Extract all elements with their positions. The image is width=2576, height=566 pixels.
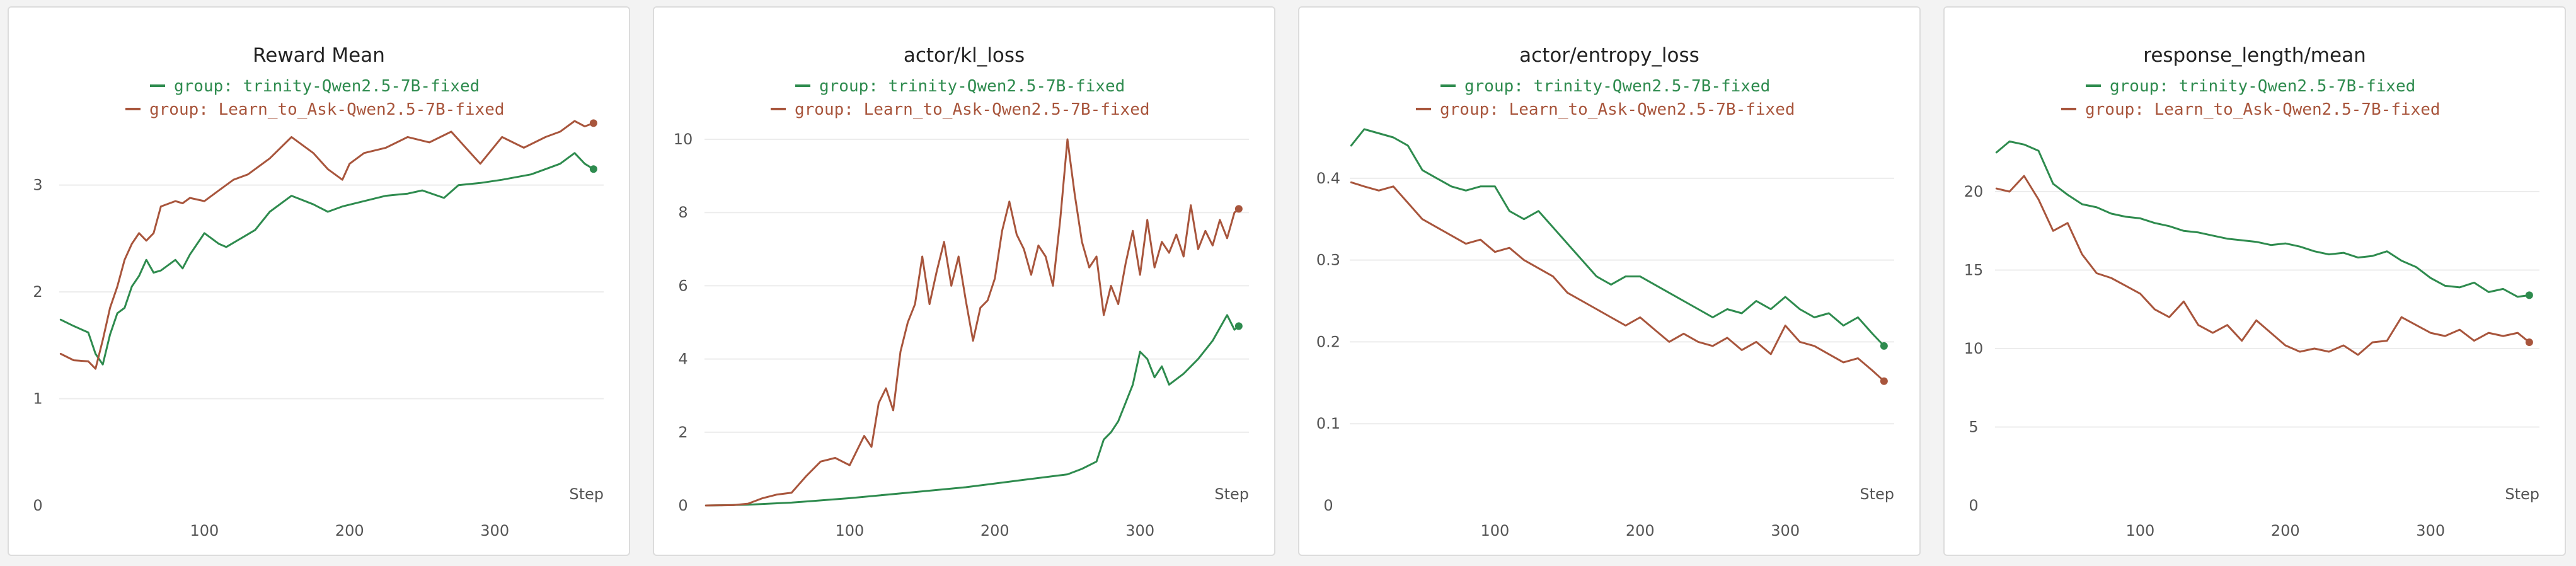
chart-title: Reward Mean xyxy=(253,44,385,67)
x-axis-label: Step xyxy=(1214,485,1249,503)
x-tick-label: 100 xyxy=(1480,522,1509,540)
series-line xyxy=(1350,128,1885,347)
y-tick-label: 0 xyxy=(1323,497,1333,514)
chart-title: response_length/mean xyxy=(2143,44,2366,67)
series-line xyxy=(59,152,595,366)
legend-label: group: Learn_to_Ask-Qwen2.5-7B-fixed xyxy=(2085,100,2441,119)
series-line xyxy=(1995,140,2531,298)
x-tick-label: 300 xyxy=(1771,522,1800,540)
legend-label: group: trinity-Qwen2.5-7B-fixed xyxy=(819,77,1125,96)
series-line xyxy=(59,120,595,370)
x-tick-label: 200 xyxy=(1626,522,1655,540)
y-tick-label: 10 xyxy=(1964,340,1984,357)
series-end-point xyxy=(589,165,597,173)
series-end-point xyxy=(589,119,597,127)
series-line xyxy=(1995,175,2531,356)
series-line xyxy=(704,138,1240,507)
legend-label: group: Learn_to_Ask-Qwen2.5-7B-fixed xyxy=(1440,100,1795,119)
x-tick-label: 200 xyxy=(335,522,364,540)
legend-label: group: Learn_to_Ask-Qwen2.5-7B-fixed xyxy=(795,100,1150,119)
legend-label: group: trinity-Qwen2.5-7B-fixed xyxy=(2110,77,2415,96)
chart-panel-entropy-loss[interactable]: actor/entropy_loss group: trinity-Qwen2.5… xyxy=(1298,6,1921,556)
chart-panel-response-length[interactable]: response_length/mean group: trinity-Qwen2… xyxy=(1943,6,2566,556)
x-tick-label: 100 xyxy=(2125,522,2154,540)
y-tick-label: 8 xyxy=(678,204,687,221)
y-tick-label: 2 xyxy=(678,424,687,441)
chart-title: actor/kl_loss xyxy=(904,44,1025,67)
series-line xyxy=(704,314,1240,507)
y-tick-label: 2 xyxy=(33,283,42,301)
x-axis-label: Step xyxy=(569,485,604,503)
x-tick-label: 100 xyxy=(190,522,219,540)
x-axis-label: Step xyxy=(2505,485,2539,503)
chart-panel-reward-mean[interactable]: Reward Mean group: trinity-Qwen2.5-7B-fix… xyxy=(8,6,630,556)
y-tick-label: 20 xyxy=(1964,183,1984,200)
y-tick-label: 4 xyxy=(678,350,687,368)
y-tick-label: 0.3 xyxy=(1316,251,1340,269)
series-end-point xyxy=(1880,377,1888,385)
chart-kl-loss: actor/kl_loss group: trinity-Qwen2.5-7B-f… xyxy=(674,44,1249,540)
y-tick-label: 0 xyxy=(1969,497,1978,514)
y-tick-label: 6 xyxy=(678,277,687,294)
x-tick-label: 200 xyxy=(2271,522,2300,540)
chart-reward-mean: Reward Mean group: trinity-Qwen2.5-7B-fix… xyxy=(33,44,604,540)
x-tick-label: 300 xyxy=(480,522,509,540)
chart-response-length: response_length/mean group: trinity-Qwen2… xyxy=(1964,44,2539,540)
legend-label: group: trinity-Qwen2.5-7B-fixed xyxy=(1464,77,1770,96)
series-end-point xyxy=(1880,342,1888,350)
x-tick-label: 200 xyxy=(980,522,1009,540)
y-tick-label: 5 xyxy=(1969,419,1978,436)
legend-label: group: trinity-Qwen2.5-7B-fixed xyxy=(174,77,480,96)
chart-entropy-loss: actor/entropy_loss group: trinity-Qwen2.5… xyxy=(1316,44,1894,540)
x-tick-label: 300 xyxy=(1125,522,1154,540)
y-tick-label: 0.4 xyxy=(1316,170,1340,187)
legend-label: group: Learn_to_Ask-Qwen2.5-7B-fixed xyxy=(149,100,505,119)
x-tick-label: 300 xyxy=(2416,522,2445,540)
y-tick-label: 3 xyxy=(33,176,42,194)
series-end-point xyxy=(2525,338,2533,347)
y-tick-label: 1 xyxy=(33,390,42,408)
series-line xyxy=(1350,181,1885,383)
chart-title: actor/entropy_loss xyxy=(1519,44,1699,67)
y-tick-label: 0 xyxy=(678,497,687,514)
y-tick-label: 10 xyxy=(674,130,693,148)
x-tick-label: 100 xyxy=(835,522,864,540)
y-tick-label: 0.1 xyxy=(1316,415,1340,432)
series-end-point xyxy=(1234,322,1243,330)
x-axis-label: Step xyxy=(1860,485,1894,503)
y-tick-label: 0 xyxy=(33,497,42,514)
y-tick-label: 15 xyxy=(1964,262,1984,279)
series-end-point xyxy=(2525,291,2533,299)
series-end-point xyxy=(1234,205,1243,213)
chart-panel-kl-loss[interactable]: actor/kl_loss group: trinity-Qwen2.5-7B-f… xyxy=(653,6,1275,556)
y-tick-label: 0.2 xyxy=(1316,333,1340,350)
